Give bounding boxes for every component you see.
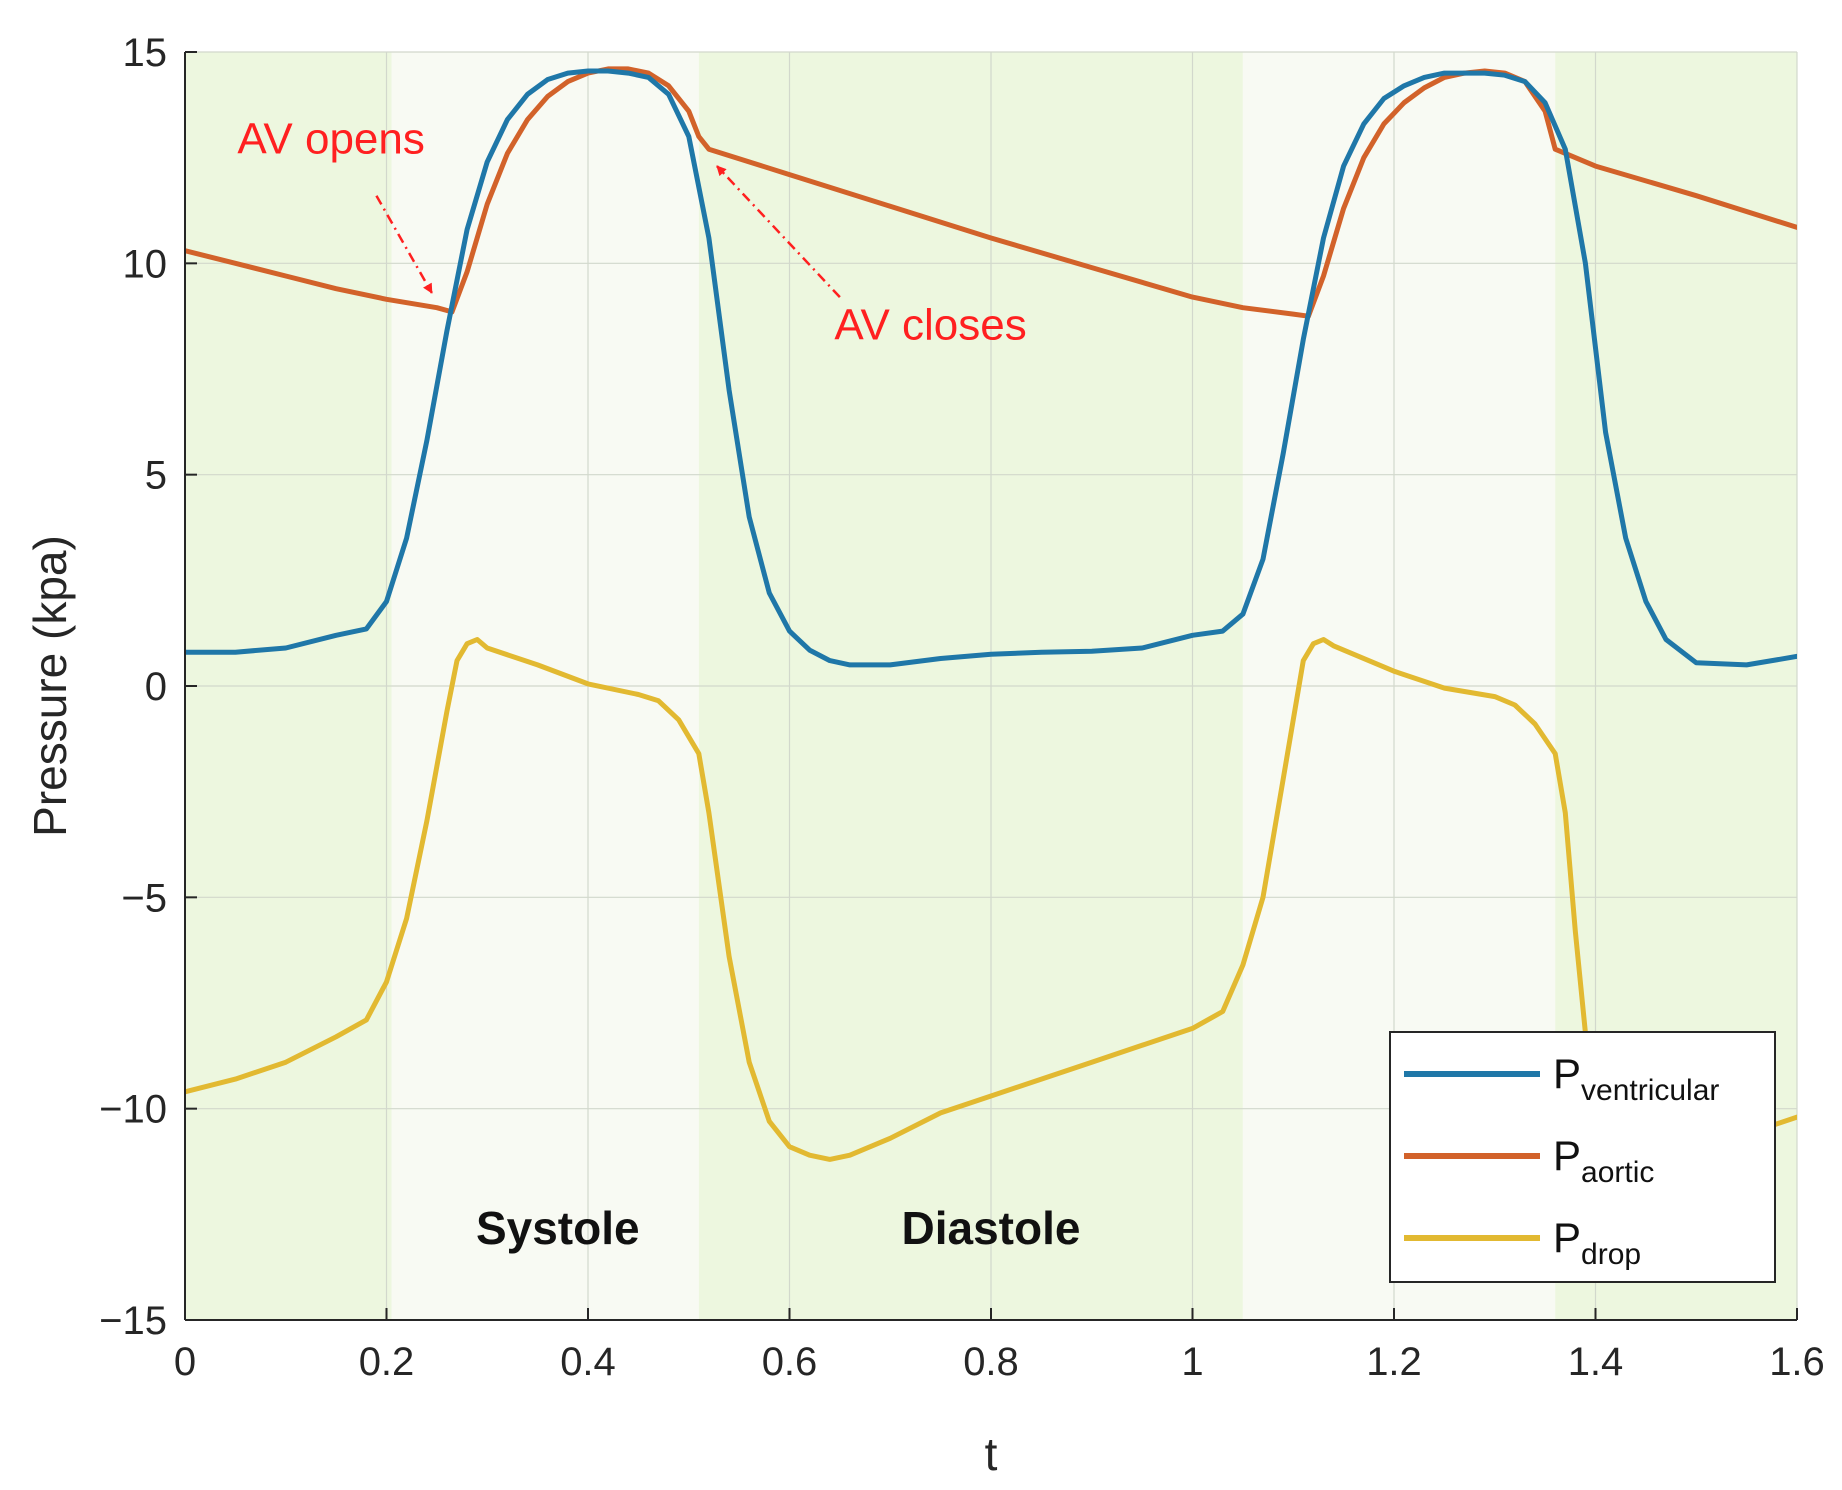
annotation-label-0: AV opens [237,114,425,163]
x-tick-label: 1 [1181,1340,1203,1384]
x-tick-label: 0 [174,1340,196,1384]
y-tick-label: 10 [123,242,168,286]
y-tick-label: 0 [145,665,167,709]
x-tick-label: 0.6 [762,1340,818,1384]
series-line-drop [185,637,1797,1162]
y-tick-label: 15 [123,31,168,75]
annotation-label-1: AV closes [834,300,1026,349]
annotations: Systole Diastole AV opens AV closes [237,114,1080,1253]
x-tick-label: 0.8 [963,1340,1019,1384]
x-tick-label: 0.2 [359,1340,415,1384]
y-tick-label: 5 [145,454,167,498]
annotation-arrow-0 [375,195,433,294]
phase-label-systole: Systole [476,1202,640,1254]
x-tick-label: 0.4 [560,1340,616,1384]
y-tick-label: −15 [99,1299,167,1343]
axes: 0 0.2 0.4 0.6 0.8 1 1.2 1.4 1.6 −15 −10 −5 0 5 10 15 t Pr… [24,31,1825,1480]
y-tick-label: −10 [99,1088,167,1132]
x-axis-label: t [985,1428,998,1480]
phase-label-diastole: Diastole [902,1202,1081,1254]
y-axis-label: Pressure (kpa) [24,535,76,837]
x-tick-label: 1.2 [1366,1340,1422,1384]
x-tick-label: 1.4 [1568,1340,1624,1384]
y-tick-label: −5 [121,876,167,920]
annotation-arrow-1 [716,165,841,299]
series-lines [185,66,1797,1162]
x-tick-label: 1.6 [1769,1340,1825,1384]
series-line-ventricular [185,68,1797,668]
